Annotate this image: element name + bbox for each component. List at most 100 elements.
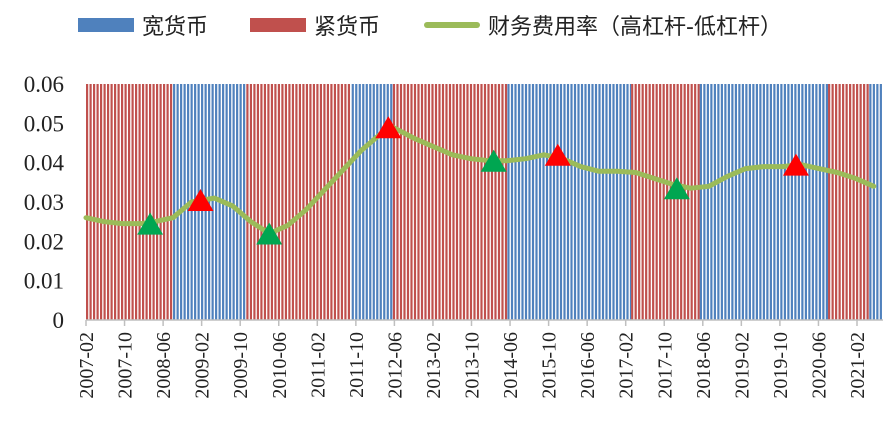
regime-stripe [473,84,476,320]
x-tick-label: 2019-10 [770,332,792,399]
regime-stripe [676,84,679,320]
regime-stripe [298,84,302,320]
regime-stripe [549,84,552,320]
regime-stripe [521,84,524,320]
regime-stripe [291,84,295,320]
regime-stripe [741,84,744,320]
legend-item-line: 财务费用率（高杠杆-低杠杆） [424,8,782,42]
regime-stripe [531,84,535,320]
regime-stripe [107,84,110,320]
regime-stripe [476,84,480,320]
regime-stripe [501,84,504,320]
regime-stripe [86,84,89,320]
regime-stripe [438,84,441,320]
regime-stripe [376,84,379,320]
regime-stripe [634,84,637,320]
regime-stripe [427,84,431,320]
regime-stripe [138,84,141,320]
regime-band-tight [86,84,173,320]
regime-stripe [517,84,521,320]
regime-band-loose [351,84,393,320]
regime-stripe [866,84,869,320]
regime-stripe [413,84,417,320]
regime-stripe [535,84,538,320]
regime-stripe [608,84,612,320]
regime-stripe [683,84,686,320]
regime-stripe [717,84,720,320]
regime-stripe [236,84,239,320]
regime-stripe [552,84,556,320]
regime-stripe [93,84,96,320]
regime-stripe [344,84,347,320]
regime-stripe [176,84,179,320]
regime-stripe [149,84,152,320]
regime-stripe [215,84,218,320]
regime-stripe [358,84,361,320]
regime-stripe [601,84,605,320]
regime-stripe [577,84,580,320]
marker-red-triangle [375,116,402,139]
regime-stripe [594,84,598,320]
regime-stripe [448,84,452,320]
regime-stripe [504,84,508,320]
regime-stripe [838,84,841,320]
regime-stripe [362,84,365,320]
regime-stripe [347,84,351,320]
regime-stripe [263,84,267,320]
regime-band-loose [699,84,828,320]
markers [137,116,809,245]
legend-label-tight: 紧货币 [314,15,381,40]
regime-stripe [666,84,669,320]
regime-stripe [180,84,183,320]
regime-stripe [815,84,818,320]
regime-stripe [469,84,473,320]
regime-stripe [626,84,629,320]
regime-stripe [713,84,716,320]
regime-stripe [587,84,591,320]
regime-stripe [372,84,375,320]
regime-stripe [497,84,501,320]
regime-stripe [619,84,622,320]
series-line [83,124,877,236]
regime-stripe [745,84,748,320]
regime-stripe [253,84,256,320]
regime-stripe [431,84,434,320]
regime-stripe [652,84,655,320]
x-tick-label: 2021-02 [847,332,869,399]
regime-stripe [170,84,173,320]
y-tick-label: 0.06 [24,72,64,97]
regime-stripe [399,84,403,320]
regime-stripe [274,84,277,320]
regime-stripe [872,84,875,320]
regime-stripe [396,84,399,320]
regime-stripe [825,84,828,320]
regime-stripe [584,84,587,320]
regime-stripe [720,84,723,320]
regime-stripe [103,84,106,320]
regime-stripe [351,84,354,320]
regime-stripe [121,84,124,320]
regime-stripe [528,84,531,320]
x-tick-label: 2009-10 [230,332,252,399]
regime-stripe [131,84,134,320]
regime-stripe [246,84,249,320]
regime-stripe [452,84,455,320]
x-tick-label: 2016-06 [577,332,599,399]
regime-stripe [379,84,382,320]
regime-stripe [638,84,641,320]
marker-green-triangle [137,212,164,235]
regime-stripe [659,84,662,320]
regime-stripe [703,84,706,320]
regime-stripe [863,84,866,320]
regime-stripe [211,84,214,320]
regime-stripe [239,84,242,320]
regime-stripe [369,84,372,320]
regime-stripe [156,84,159,320]
regime-stripe [355,84,358,320]
regime-stripe [615,84,619,320]
marker-red-triangle [782,153,809,176]
regime-stripe [100,84,103,320]
y-tick-label: 0.05 [24,111,64,136]
regime-stripe [163,84,166,320]
regime-stripe [818,84,821,320]
